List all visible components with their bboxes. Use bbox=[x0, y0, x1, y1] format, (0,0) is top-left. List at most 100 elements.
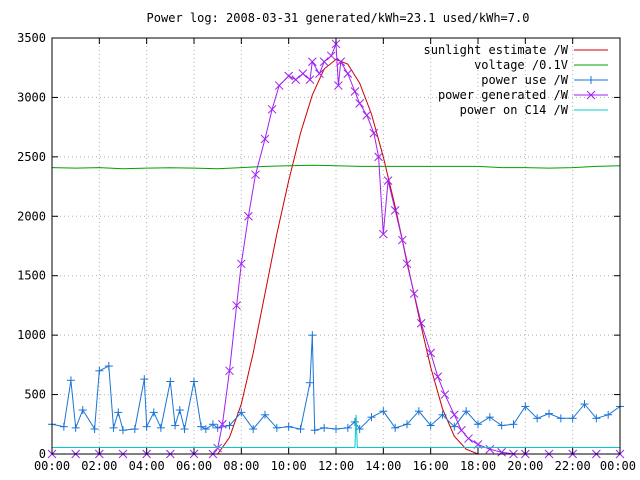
data-point bbox=[440, 390, 450, 399]
data-point bbox=[142, 422, 151, 431]
data-point bbox=[307, 57, 317, 67]
y-tick-label: 3000 bbox=[17, 90, 46, 104]
legend-label: power generated /W bbox=[438, 88, 569, 102]
data-point bbox=[244, 211, 253, 221]
data-point bbox=[166, 377, 175, 386]
x-tick-label: 12:00 bbox=[318, 459, 354, 473]
data-point bbox=[403, 420, 411, 429]
data-point bbox=[391, 423, 400, 432]
x-tick-label: 20:00 bbox=[507, 459, 543, 473]
data-point bbox=[66, 376, 75, 385]
data-point bbox=[568, 414, 577, 423]
data-point bbox=[402, 259, 412, 269]
x-tick-label: 00:00 bbox=[600, 459, 636, 473]
data-point bbox=[390, 205, 400, 215]
data-point bbox=[414, 407, 423, 416]
data-point bbox=[78, 406, 87, 415]
data-point bbox=[156, 423, 165, 432]
data-point bbox=[296, 425, 305, 434]
y-tick-label: 500 bbox=[24, 388, 46, 402]
data-point bbox=[308, 331, 317, 340]
data-point bbox=[298, 69, 308, 79]
data-point bbox=[416, 318, 426, 328]
data-point bbox=[90, 425, 99, 434]
legend-item: power generated /W bbox=[438, 88, 608, 102]
data-point bbox=[336, 57, 346, 67]
data-point bbox=[320, 423, 329, 432]
data-point bbox=[236, 259, 246, 269]
series-line bbox=[52, 414, 620, 448]
legend-item: sunlight estimate /W bbox=[424, 43, 608, 57]
series-line bbox=[217, 58, 479, 455]
data-point bbox=[474, 420, 482, 429]
x-tick-label: 22:00 bbox=[555, 459, 591, 473]
data-point bbox=[379, 407, 388, 416]
legend-item: power on C14 /W bbox=[460, 103, 608, 117]
x-tick-label: 10:00 bbox=[271, 459, 307, 473]
data-point bbox=[201, 425, 210, 434]
data-point bbox=[556, 414, 565, 423]
data-point bbox=[291, 75, 301, 84]
data-point bbox=[305, 378, 314, 387]
data-point bbox=[426, 421, 435, 430]
data-point bbox=[457, 425, 466, 435]
x-axis: 00:00 02:00 04:00 06:00 08:00 10:00 12:00 14:00… bbox=[34, 38, 636, 473]
y-tick-label: 2500 bbox=[17, 150, 46, 164]
y-tick-label: 1500 bbox=[17, 269, 46, 283]
legend-item: power use /W bbox=[481, 73, 608, 87]
data-point bbox=[213, 443, 223, 453]
x-tick-label: 16:00 bbox=[413, 459, 449, 473]
data-point bbox=[485, 444, 495, 454]
data-point bbox=[350, 417, 359, 426]
data-point bbox=[343, 423, 352, 432]
legend-item: voltage /0.1V bbox=[474, 58, 608, 72]
data-point bbox=[305, 75, 315, 84]
data-point bbox=[497, 447, 507, 457]
legend-label: voltage /0.1V bbox=[474, 58, 568, 72]
x-tick-label: 04:00 bbox=[129, 459, 165, 473]
x-tick-label: 06:00 bbox=[176, 459, 212, 473]
data-point bbox=[130, 425, 139, 434]
data-point bbox=[114, 408, 123, 417]
data-point bbox=[71, 423, 80, 432]
data-point bbox=[119, 426, 127, 435]
legend-label: power use /W bbox=[481, 73, 568, 87]
data-point bbox=[149, 408, 158, 417]
data-point bbox=[95, 366, 104, 375]
data-point bbox=[315, 69, 324, 79]
series-0 bbox=[217, 58, 479, 455]
data-point bbox=[355, 99, 365, 108]
x-tick-label: 00:00 bbox=[34, 459, 70, 473]
y-tick-label: 2000 bbox=[17, 209, 46, 223]
x-tick-label: 08:00 bbox=[223, 459, 259, 473]
series-1 bbox=[51, 164, 621, 170]
legend-label: power on C14 /W bbox=[460, 103, 569, 117]
data-point bbox=[464, 434, 473, 443]
data-point bbox=[449, 410, 459, 420]
data-point bbox=[438, 410, 447, 419]
data-point bbox=[310, 426, 319, 435]
data-point bbox=[274, 81, 284, 90]
data-point bbox=[334, 81, 343, 90]
data-point bbox=[237, 408, 246, 417]
data-point bbox=[284, 422, 293, 431]
x-tick-label: 18:00 bbox=[460, 459, 496, 473]
data-point bbox=[59, 422, 68, 431]
legend-label: sunlight estimate /W bbox=[424, 43, 569, 57]
data-point bbox=[180, 425, 189, 434]
data-point bbox=[362, 110, 372, 120]
data-point bbox=[367, 413, 376, 422]
data-point bbox=[225, 421, 234, 430]
y-tick-label: 3500 bbox=[17, 31, 46, 45]
data-point bbox=[104, 362, 113, 371]
chart-title: Power log: 2008-03-31 generated/kWh=23.1… bbox=[147, 11, 530, 25]
series-4 bbox=[52, 414, 620, 448]
data-point bbox=[343, 69, 353, 79]
data-point bbox=[197, 422, 206, 431]
data-point bbox=[604, 410, 613, 419]
data-point bbox=[485, 413, 494, 422]
data-point bbox=[509, 420, 518, 429]
data-point bbox=[249, 425, 258, 434]
data-point bbox=[251, 170, 260, 180]
